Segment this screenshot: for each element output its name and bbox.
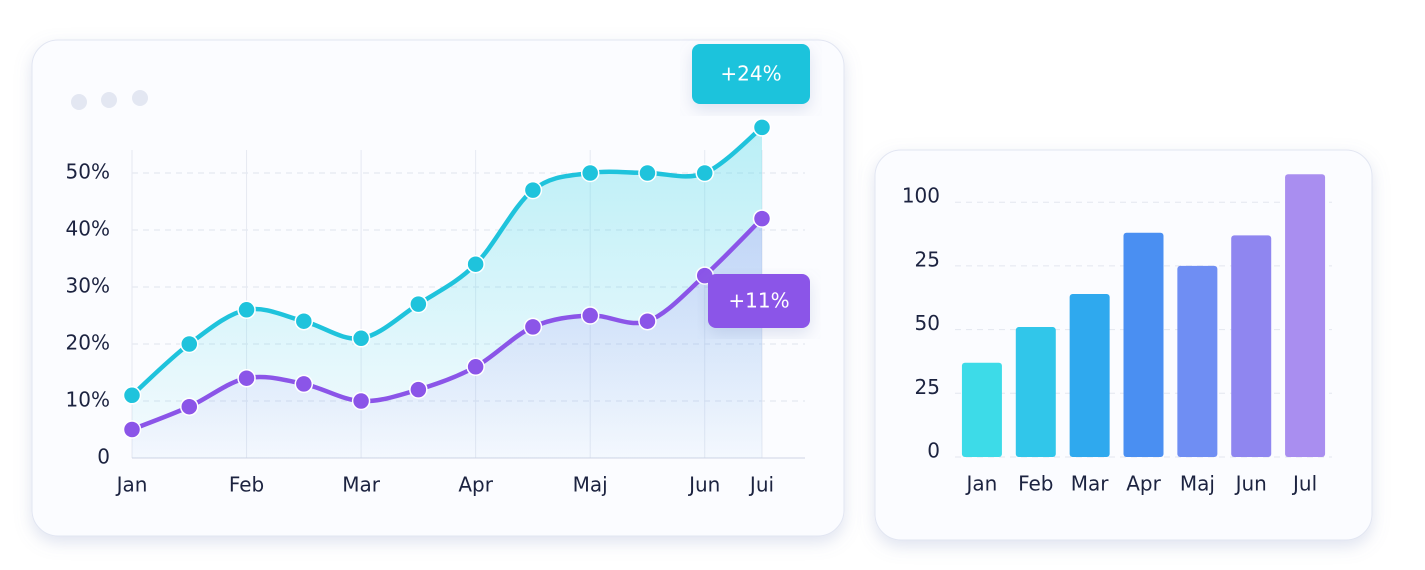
bar bbox=[1123, 232, 1164, 457]
window-dot bbox=[71, 94, 87, 110]
point bbox=[351, 329, 371, 348]
area bbox=[132, 218, 762, 458]
y-tick-label: 0 bbox=[97, 445, 110, 469]
point bbox=[523, 317, 543, 337]
y-tick-label: 20% bbox=[66, 331, 110, 355]
x-tick-label: Apr bbox=[458, 473, 493, 497]
y-tick-label: 25 bbox=[915, 247, 940, 271]
x-tick-label: Jul bbox=[1291, 472, 1317, 496]
point bbox=[752, 209, 772, 228]
x-tick-label: Feb bbox=[1018, 472, 1053, 496]
point bbox=[122, 386, 142, 405]
point bbox=[180, 397, 199, 416]
x-tick-label: Mar bbox=[1071, 472, 1110, 496]
bar-chart: 0 25 50 25 100 Jan Feb Mar Apr Maj Jun Jul bbox=[902, 174, 1332, 496]
badge-label: +11% bbox=[728, 289, 789, 313]
x-tick-label: Apr bbox=[1126, 472, 1161, 496]
point bbox=[752, 118, 772, 137]
bar bbox=[961, 362, 1002, 457]
x-tick-label: Feb bbox=[229, 473, 264, 497]
badge-label: +24% bbox=[720, 62, 781, 86]
line-chart: 0 10% 20% 30% 40% 50% Jan Feb Mar Apr Maj Jun Jui +24… bbox=[66, 44, 810, 497]
x-tick-label: Maj bbox=[1180, 472, 1215, 496]
y-tick-label: 40% bbox=[66, 217, 110, 241]
bar bbox=[1231, 235, 1272, 457]
point bbox=[180, 334, 199, 354]
y-tick-label: 25 bbox=[915, 375, 940, 399]
window-dot bbox=[132, 90, 148, 106]
point bbox=[409, 380, 428, 399]
point bbox=[466, 254, 485, 274]
point bbox=[237, 368, 256, 388]
badge bbox=[708, 274, 810, 328]
point bbox=[294, 374, 314, 394]
y-tick-label: 100 bbox=[902, 184, 940, 208]
point bbox=[122, 420, 142, 439]
window-dot bbox=[101, 92, 117, 108]
point bbox=[523, 180, 543, 200]
x-tick-label: Mar bbox=[342, 473, 381, 497]
x-tick-label: Jun bbox=[1234, 472, 1267, 496]
point bbox=[237, 300, 256, 320]
point bbox=[466, 357, 485, 377]
point bbox=[638, 163, 657, 183]
y-tick-label: 50 bbox=[915, 311, 940, 335]
bar bbox=[1285, 174, 1326, 458]
x-tick-label: Jan bbox=[115, 473, 148, 497]
bar bbox=[1015, 327, 1056, 457]
point bbox=[294, 311, 314, 331]
point bbox=[638, 311, 657, 331]
y-tick-label: 10% bbox=[66, 388, 110, 412]
y-tick-label: 50% bbox=[66, 160, 110, 184]
point bbox=[351, 391, 371, 411]
badge bbox=[692, 44, 810, 104]
x-tick-label: Jun bbox=[687, 473, 720, 497]
point bbox=[580, 163, 600, 183]
point bbox=[409, 294, 428, 314]
y-tick-label: 30% bbox=[66, 274, 110, 298]
x-tick-label: Jui bbox=[748, 473, 774, 497]
x-tick-label: Maj bbox=[573, 473, 608, 497]
x-tick-label: Jan bbox=[965, 472, 998, 496]
point bbox=[580, 306, 600, 325]
bar bbox=[1177, 265, 1218, 457]
y-tick-label: 0 bbox=[927, 439, 940, 463]
bar bbox=[1069, 293, 1110, 457]
point bbox=[695, 163, 714, 183]
